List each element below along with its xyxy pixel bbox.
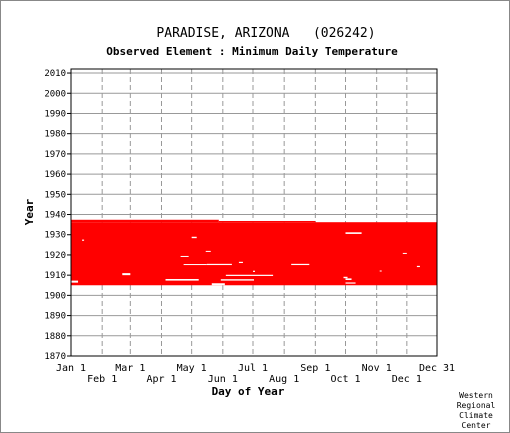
x-tick-label: Nov 1: [362, 363, 392, 374]
x-axis-label: Day of Year: [212, 385, 285, 398]
missing-segment: [238, 261, 243, 264]
plot-background: [71, 69, 437, 356]
y-tick-label: 2000: [44, 89, 66, 99]
x-tick-label: Oct 1: [330, 374, 360, 385]
missing-segment: [180, 255, 189, 257]
missing-segment: [345, 282, 356, 284]
x-tick-label: Aug 1: [269, 374, 299, 385]
x-tick-label: Mar 1: [115, 363, 145, 374]
x-tick-label: Feb 1: [87, 374, 117, 385]
y-tick-label: 1930: [44, 231, 66, 241]
missing-segment: [191, 236, 197, 239]
y-tick-label: 1900: [44, 291, 66, 301]
missing-segment: [211, 283, 225, 286]
missing-segment: [402, 252, 407, 254]
credit-line: Climate: [459, 411, 493, 420]
missing-segment: [345, 278, 352, 281]
y-tick-label: 1990: [44, 109, 66, 119]
missing-segment: [82, 239, 85, 241]
missing-segment: [416, 265, 420, 268]
observed-block: [71, 219, 219, 223]
y-tick-label: 2010: [44, 69, 66, 79]
missing-segment: [343, 276, 348, 279]
observed-block: [218, 220, 316, 223]
missing-segment: [345, 232, 362, 234]
y-tick-label: 1910: [44, 271, 66, 281]
y-tick-label: 1940: [44, 211, 66, 221]
x-tick-label: Apr 1: [146, 374, 176, 385]
credit-line: Western: [459, 391, 493, 400]
missing-segment: [71, 280, 79, 283]
chart-subtitle: Observed Element : Minimum Daily Tempera…: [106, 45, 398, 58]
y-tick-label: 1880: [44, 332, 66, 342]
y-tick-label: 1870: [44, 352, 66, 362]
y-tick-label: 1980: [44, 130, 66, 140]
missing-segment: [165, 278, 199, 281]
y-tick-label: 1920: [44, 251, 66, 261]
plot-area: 1870 1880 1890 1900 1910 1920 1930 1940 1950 1960…: [44, 68, 455, 385]
y-tick-label: 1960: [44, 170, 66, 180]
missing-segment: [252, 270, 256, 272]
missing-segment: [122, 273, 131, 276]
credit-line: Regional: [457, 401, 496, 410]
y-tick-label: 1950: [44, 190, 66, 200]
x-tick-label: Sep 1: [300, 363, 330, 374]
missing-segment: [220, 279, 254, 281]
missing-segment: [379, 270, 382, 272]
plot-frame: [70, 68, 438, 357]
missing-segment: [225, 274, 274, 276]
chart-title: PARADISE, ARIZONA (026242): [156, 26, 375, 41]
y-tick-label: 1890: [44, 312, 66, 322]
credit-line: Center: [462, 421, 491, 430]
missing-segment: [183, 264, 207, 266]
missing-segment: [206, 263, 232, 266]
x-tick-label: Jul 1: [238, 363, 268, 374]
x-tick-label: Dec 1: [392, 374, 422, 385]
y-axis-label: Year: [23, 198, 36, 225]
y-tick-label: 1970: [44, 150, 66, 160]
missing-segment: [291, 263, 310, 266]
x-tick-label: Jan 1: [56, 363, 86, 374]
x-tick-label: Jun 1: [208, 374, 238, 385]
credit-block: Western Regional Climate Center: [457, 391, 496, 430]
missing-segment: [205, 250, 211, 252]
x-tick-label: Dec 31: [419, 363, 455, 374]
x-tick-label: May 1: [177, 363, 207, 374]
